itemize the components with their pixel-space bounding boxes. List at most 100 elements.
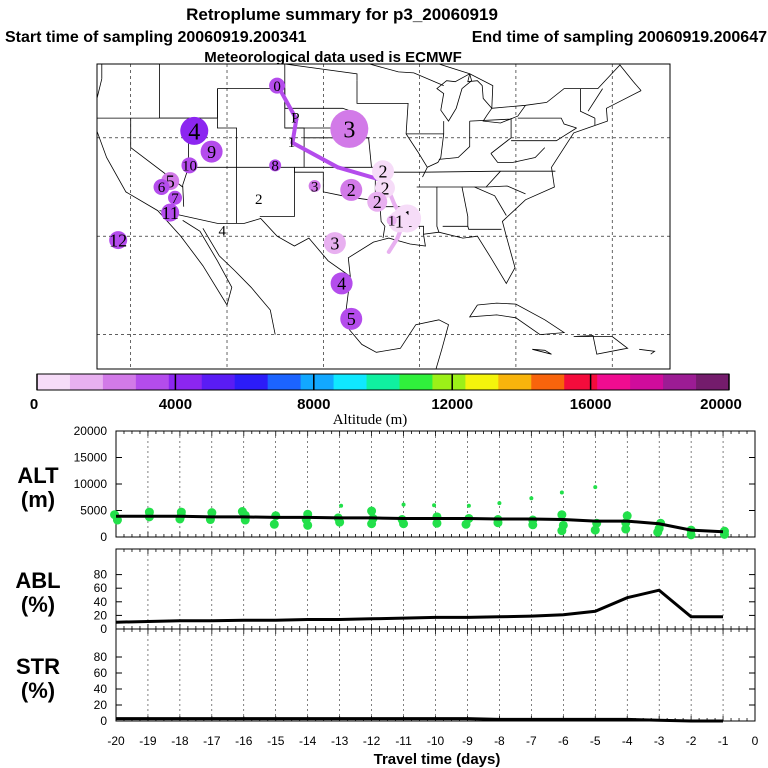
- panel-str: 80 60 40 20 0 STR(%): [16, 628, 756, 728]
- colorbar-swatch: [630, 374, 664, 390]
- alt-scatter-point: [719, 526, 729, 536]
- x-tick-label: -19: [139, 734, 157, 748]
- colorbar-swatch: [399, 374, 433, 390]
- colorbar-swatch: [333, 374, 368, 390]
- plume-marker: 2: [340, 178, 363, 201]
- plume-marker: 3: [323, 232, 346, 255]
- colorbar-swatch: [531, 374, 565, 390]
- alt-scatter-point: [622, 511, 632, 521]
- colorbar-swatch: [267, 374, 302, 390]
- plume-marker-label: 8: [271, 159, 279, 175]
- met-data-text: Meteorological data used is ECMWF: [204, 49, 462, 66]
- x-tick-label: -1: [718, 734, 729, 748]
- x-tick-label: -13: [331, 734, 349, 748]
- x-tick-label: -5: [590, 734, 601, 748]
- colorbar-tick-label: 8000: [297, 396, 330, 413]
- plume-marker-circle: [330, 272, 353, 295]
- alt-scatter-point: [590, 525, 600, 535]
- x-tick-label: -4: [622, 734, 633, 748]
- colorbar-tick-label: 20000: [700, 396, 742, 413]
- plume-marker-label: 4: [188, 119, 200, 145]
- plume-marker: 9: [200, 140, 223, 163]
- plume-marker: 5: [340, 307, 363, 330]
- panel-y-tick-label: 60: [94, 581, 108, 595]
- x-tick-label: -2: [686, 734, 697, 748]
- plume-marker-circle: [308, 180, 321, 192]
- plume-marker: 10: [181, 157, 198, 175]
- plume-marker: 2: [367, 191, 388, 212]
- plume-marker: P: [291, 110, 299, 126]
- plume-marker-label: 3: [311, 179, 319, 195]
- x-tick-label: 0: [752, 734, 759, 748]
- plume-marker: 3: [330, 109, 369, 148]
- plume-marker: 1: [288, 135, 296, 151]
- panel-y-tick-label: 40: [94, 682, 108, 696]
- colorbar-label: Altitude (m): [333, 412, 408, 428]
- alt-scatter-point: [593, 485, 598, 490]
- panel-ylabel: ALT: [17, 463, 59, 488]
- panel-ylabel: STR: [16, 654, 60, 679]
- colorbar-swatch: [564, 374, 598, 390]
- plume-marker: 8: [269, 159, 282, 175]
- colorbar-swatch: [432, 374, 466, 390]
- alt-scatter-point: [401, 502, 406, 507]
- panel-y-tick-label: 0: [100, 530, 107, 544]
- plume-marker-label: 3: [343, 117, 355, 143]
- alt-scatter-point: [176, 507, 186, 517]
- plume-marker-circle: [340, 307, 363, 330]
- start-time-text: Start time of sampling 20060919.200341: [5, 29, 307, 46]
- plume-map: 111222223334445567891011120P1: [96, 63, 671, 370]
- panel-y-tick-label: 20000: [74, 424, 108, 438]
- panel-alt: 20000 15000 10000 5000 0 ALT(m): [17, 424, 756, 544]
- panel-ylabel: ABL: [15, 568, 60, 593]
- plume-marker: 4: [218, 224, 226, 240]
- plume-marker: 2: [255, 192, 263, 208]
- x-tick-label: -20: [107, 734, 125, 748]
- colorbar-tick-label: 12000: [431, 396, 473, 413]
- alt-scatter-point: [432, 503, 437, 508]
- plume-marker-label: 6: [158, 180, 166, 196]
- plume-marker-circle: [269, 159, 282, 172]
- plume-marker: 3: [308, 179, 321, 195]
- plume-marker-label: 0: [273, 79, 281, 95]
- panel-y-tick-label: 60: [94, 666, 108, 680]
- panel-y-tick-label: 10000: [74, 477, 108, 491]
- x-tick-label: -17: [203, 734, 221, 748]
- colorbar-swatch: [168, 374, 203, 390]
- plume-marker-circle: [367, 191, 388, 212]
- plume-marker-circle: [153, 178, 170, 195]
- alt-scatter-point: [466, 503, 471, 508]
- plume-marker-circle: [330, 109, 369, 148]
- plume-marker-circle: [168, 190, 183, 205]
- colorbar-swatch: [102, 374, 137, 390]
- panel-y-tick-label: 80: [94, 650, 108, 664]
- plume-marker-label: 2: [347, 180, 356, 200]
- plume-marker-circle: [388, 210, 411, 233]
- alt-scatter-point: [497, 501, 502, 506]
- plume-layer: 111222223334445567891011120P1: [109, 77, 422, 330]
- str-line: [116, 717, 723, 723]
- plume-marker-label: P: [291, 110, 299, 126]
- panel-y-tick-label: 0: [100, 622, 107, 636]
- colorbar-swatch: [663, 374, 697, 390]
- alt-median-line: [116, 514, 724, 534]
- plume-trajectory-segment: [386, 236, 400, 254]
- plume-marker-label: 1: [388, 214, 396, 230]
- x-tick-label: -18: [171, 734, 189, 748]
- x-tick-label: -8: [494, 734, 505, 748]
- panel-y-tick-label: 20: [94, 698, 108, 712]
- plume-marker-label: 7: [171, 191, 179, 207]
- plume-marker-circle: [180, 116, 209, 145]
- colorbar-swatch: [69, 374, 104, 390]
- x-tick-label: -3: [654, 734, 665, 748]
- plume-marker-circle: [340, 178, 363, 201]
- map-frame: [96, 63, 671, 370]
- alt-scatter-point: [271, 511, 281, 521]
- plume-marker-label: 2: [379, 162, 388, 182]
- plume-marker-label: 10: [182, 159, 197, 175]
- plume-marker: 2: [372, 160, 395, 183]
- x-tick-label: -6: [558, 734, 569, 748]
- colorbar-tick-label: 16000: [570, 396, 612, 413]
